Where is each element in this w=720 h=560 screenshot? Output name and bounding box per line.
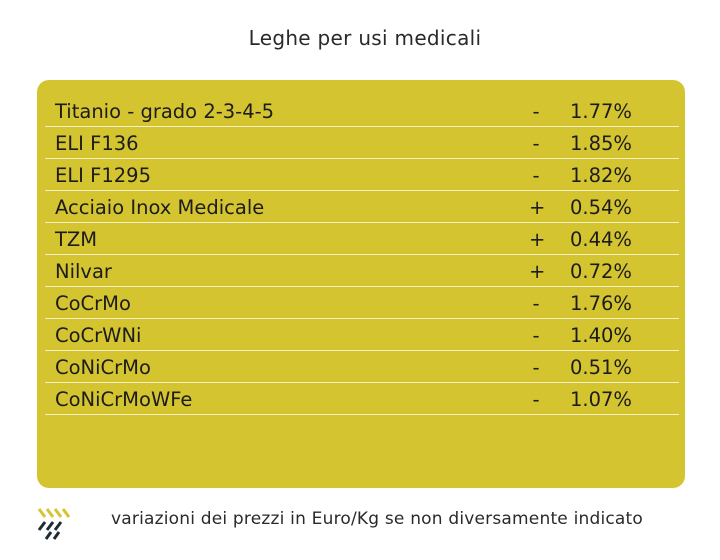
change-value: 1.82% <box>570 164 632 187</box>
table-row: ELI F1295 - 1.82% <box>45 159 679 191</box>
change-sign: - <box>532 100 540 123</box>
change-value: 1.76% <box>570 292 632 315</box>
change-sign: - <box>532 388 540 411</box>
alloy-name: Acciaio Inox Medicale <box>55 196 265 219</box>
alloy-name: TZM <box>55 228 98 251</box>
alloy-name: CoCrWNi <box>55 324 142 347</box>
logo-stripe <box>45 521 55 531</box>
page-title: Leghe per usi medicali <box>248 26 482 50</box>
change-value: 1.85% <box>570 132 632 155</box>
alloy-name: Titanio - grado 2-3-4-5 <box>55 100 275 123</box>
table-row: ELI F136 - 1.85% <box>45 127 679 159</box>
logo-stripe <box>37 521 47 531</box>
alloy-name: Nilvar <box>55 260 112 283</box>
change-sign: - <box>532 356 540 379</box>
change-sign: + <box>529 228 546 251</box>
alloy-name: ELI F1295 <box>55 164 151 187</box>
change-value: 1.40% <box>570 324 632 347</box>
table-row: TZM + 0.44% <box>45 223 679 255</box>
logo-stripe <box>61 508 71 518</box>
change-sign: - <box>532 132 540 155</box>
table-row: Acciaio Inox Medicale + 0.54% <box>45 191 679 223</box>
logo-stripe <box>37 508 47 518</box>
change-sign: + <box>529 196 546 219</box>
alloy-name: CoNiCrMo <box>55 356 151 379</box>
change-value: 0.51% <box>570 356 632 379</box>
price-table: Titanio - grado 2-3-4-5 - 1.77% ELI F136… <box>45 95 679 415</box>
change-sign: - <box>532 164 540 187</box>
change-value: 0.72% <box>570 260 632 283</box>
alloy-name: ELI F136 <box>55 132 139 155</box>
footer-note: variazioni dei prezzi in Euro/Kg se non … <box>111 509 644 529</box>
logo-stripe <box>44 531 53 540</box>
table-row: Titanio - grado 2-3-4-5 - 1.77% <box>45 95 679 127</box>
alloy-name: CoCrMo <box>55 292 131 315</box>
logo-stripe <box>53 508 63 518</box>
alloy-name: CoNiCrMoWFe <box>55 388 193 411</box>
stripes-logo-icon <box>37 508 71 540</box>
table-row: Nilvar + 0.72% <box>45 255 679 287</box>
change-value: 0.54% <box>570 196 632 219</box>
price-panel: Titanio - grado 2-3-4-5 - 1.77% ELI F136… <box>37 80 685 488</box>
change-value: 1.77% <box>570 100 632 123</box>
table-row: CoNiCrMo - 0.51% <box>45 351 679 383</box>
table-row: CoCrWNi - 1.40% <box>45 319 679 351</box>
logo-stripe <box>45 508 55 518</box>
table-row: CoCrMo - 1.76% <box>45 287 679 319</box>
change-value: 0.44% <box>570 228 632 251</box>
logo-stripe <box>52 531 61 540</box>
change-value: 1.07% <box>570 388 632 411</box>
change-sign: - <box>532 292 540 315</box>
logo-stripe <box>53 521 63 531</box>
change-sign: + <box>529 260 546 283</box>
table-row: CoNiCrMoWFe - 1.07% <box>45 383 679 415</box>
change-sign: - <box>532 324 540 347</box>
